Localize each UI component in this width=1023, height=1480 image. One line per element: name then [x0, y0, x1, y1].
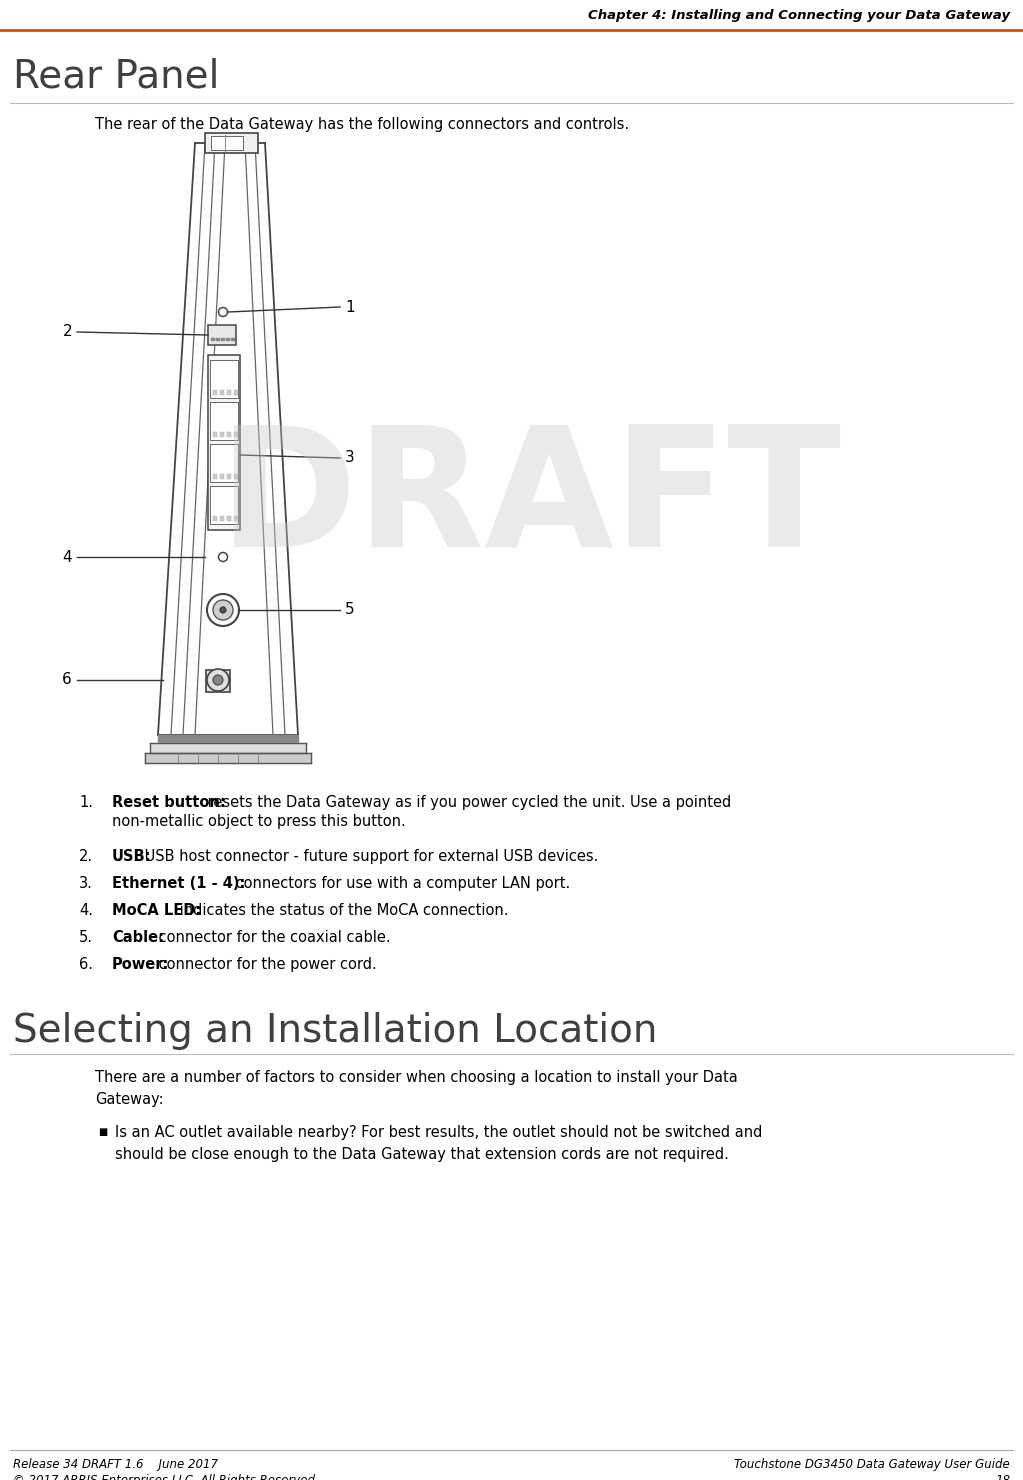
Bar [210, 485, 238, 524]
Bar [208, 355, 240, 530]
Text: 18: 18 [995, 1474, 1010, 1480]
Bar [227, 517, 231, 521]
Text: resets the Data Gateway as if you power cycled the unit. Use a pointed: resets the Data Gateway as if you power … [203, 795, 731, 810]
Circle shape [213, 675, 223, 685]
Text: 2: 2 [62, 324, 72, 339]
Text: Ethernet (1 - 4):: Ethernet (1 - 4): [112, 876, 246, 891]
Polygon shape [205, 133, 258, 152]
Circle shape [219, 552, 227, 561]
Bar [213, 391, 217, 395]
Bar [220, 474, 224, 480]
Bar [210, 444, 238, 482]
Text: 1: 1 [345, 299, 355, 314]
Bar [208, 326, 236, 345]
Text: ■: ■ [98, 1126, 107, 1137]
Text: Rear Panel: Rear Panel [13, 58, 219, 96]
Bar [213, 517, 217, 521]
Bar [234, 432, 238, 437]
Bar [220, 517, 224, 521]
Bar [227, 432, 231, 437]
Text: Selecting an Installation Location: Selecting an Installation Location [13, 1012, 658, 1049]
Text: non-metallic object to press this button.: non-metallic object to press this button… [112, 814, 406, 829]
Text: 4: 4 [62, 549, 72, 564]
Text: © 2017 ARRIS Enterprises LLC. All Rights Reserved.: © 2017 ARRIS Enterprises LLC. All Rights… [13, 1474, 319, 1480]
Bar [206, 670, 230, 693]
Text: 6: 6 [62, 672, 72, 688]
Circle shape [220, 607, 226, 613]
Bar [231, 337, 235, 340]
Text: connectors for use with a computer LAN port.: connectors for use with a computer LAN p… [231, 876, 570, 891]
Circle shape [207, 669, 229, 691]
Text: Reset button:: Reset button: [112, 795, 226, 810]
Bar [234, 391, 238, 395]
Text: Touchstone DG3450 Data Gateway User Guide: Touchstone DG3450 Data Gateway User Guid… [735, 1458, 1010, 1471]
Bar [221, 337, 225, 340]
Bar [226, 337, 230, 340]
Bar [227, 474, 231, 480]
Circle shape [219, 308, 227, 317]
Circle shape [207, 593, 239, 626]
Bar [227, 391, 231, 395]
Bar [211, 337, 215, 340]
Text: 5.: 5. [79, 929, 93, 946]
Bar [213, 474, 217, 480]
Text: 3: 3 [345, 450, 355, 466]
Text: Is an AC outlet available nearby? For best results, the outlet should not be swi: Is an AC outlet available nearby? For be… [115, 1125, 762, 1162]
Text: 1.: 1. [79, 795, 93, 810]
Bar [210, 360, 238, 398]
Polygon shape [195, 144, 273, 736]
Text: 6.: 6. [79, 958, 93, 972]
Bar [234, 517, 238, 521]
Text: Cable:: Cable: [112, 929, 164, 946]
Text: Release 34 DRAFT 1.6    June 2017: Release 34 DRAFT 1.6 June 2017 [13, 1458, 218, 1471]
Text: 3.: 3. [79, 876, 93, 891]
Text: DRAFT: DRAFT [219, 419, 842, 582]
Text: connector for the power cord.: connector for the power cord. [154, 958, 376, 972]
Text: USB host connector - future support for external USB devices.: USB host connector - future support for … [140, 850, 598, 864]
Text: USB:: USB: [112, 850, 151, 864]
Text: connector for the coaxial cable.: connector for the coaxial cable. [154, 929, 391, 946]
Circle shape [213, 599, 233, 620]
Text: indicates the status of the MoCA connection.: indicates the status of the MoCA connect… [175, 903, 508, 918]
Text: There are a number of factors to consider when choosing a location to install yo: There are a number of factors to conside… [95, 1070, 738, 1107]
Text: The rear of the Data Gateway has the following connectors and controls.: The rear of the Data Gateway has the fol… [95, 117, 629, 132]
Text: Power:: Power: [112, 958, 170, 972]
Bar [216, 337, 220, 340]
Text: MoCA LED:: MoCA LED: [112, 903, 202, 918]
Bar [220, 391, 224, 395]
Text: 2.: 2. [79, 850, 93, 864]
Bar [220, 432, 224, 437]
Bar [210, 403, 238, 440]
Bar [234, 474, 238, 480]
Text: 4.: 4. [79, 903, 93, 918]
Bar [213, 432, 217, 437]
Polygon shape [211, 136, 243, 149]
Text: 5: 5 [345, 602, 355, 617]
Text: Chapter 4: Installing and Connecting your Data Gateway: Chapter 4: Installing and Connecting you… [588, 9, 1010, 22]
